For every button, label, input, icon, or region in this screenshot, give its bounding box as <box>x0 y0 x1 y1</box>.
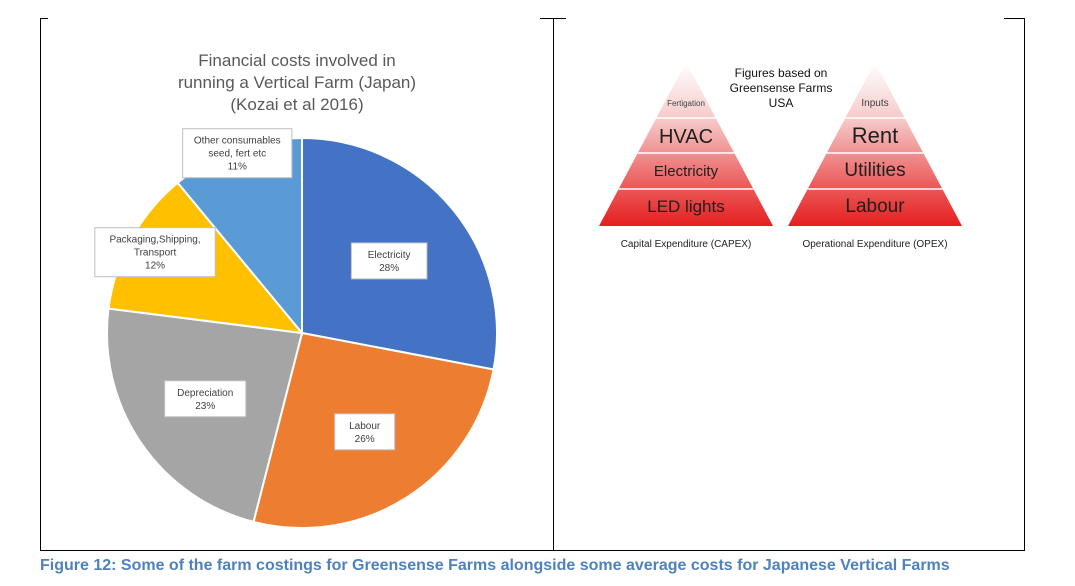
pie-title-line: Financial costs involved in <box>198 51 395 70</box>
pie-title-line: running a Vertical Farm (Japan) <box>178 73 416 92</box>
pie-chart-title: Financial costs involved in running a Ver… <box>178 51 416 114</box>
pyramid-tier-label: Labour <box>845 196 905 217</box>
pie-label-text: Packaging,Shipping, <box>109 235 200 246</box>
opex-pyramid: Inputs Rent Utilities Labour Operational Exp… <box>788 62 962 250</box>
pie-title-line: (Kozai et al 2016) <box>230 95 363 114</box>
capex-pyramid: Fertigation HVAC Electricity LED lights Capi… <box>599 62 773 250</box>
pie-label-text: 11% <box>228 162 247 173</box>
pie-label: Packaging,Shipping, Transport 12% <box>94 227 216 278</box>
figures-note-line: Greensense Farms <box>730 81 833 95</box>
pie-label: Labour 26% <box>334 413 396 451</box>
pie-label-box <box>164 380 247 418</box>
chart-canvas: Financial costs involved in running a Ver… <box>94 51 962 529</box>
pie-label-text: 23% <box>195 401 215 412</box>
pyramid-tier-label: LED lights <box>647 197 724 216</box>
pie-label-text: Depreciation <box>177 388 233 399</box>
pyramid-caption: Operational Expenditure (OPEX) <box>802 239 947 250</box>
pyramid-shape <box>788 62 962 226</box>
figures-note-line: Figures based on <box>735 66 828 80</box>
pie-label-text: Electricity <box>368 250 411 261</box>
pyramid-tier-label: Utilities <box>844 160 905 181</box>
frame-top-right-tick <box>1004 18 1025 19</box>
pie-label-text: 12% <box>145 261 165 272</box>
pie-label-text: seed, fert etc <box>208 149 266 160</box>
pie-label-box <box>182 128 293 179</box>
pie-data-labels: Electricity 28% Labour 26% Depreciation 23% Pa… <box>94 128 428 451</box>
figure-caption: Figure 12: Some of the farm costings for… <box>40 557 950 574</box>
pyramid-shape <box>599 62 773 226</box>
pie-label: Other consumables seed, fert etc 11% <box>182 128 293 179</box>
pie-label-box <box>334 413 396 451</box>
frame-bottom-line <box>40 550 1025 551</box>
frame-top-mid-tick <box>540 18 566 19</box>
frame-top-left-tick <box>40 18 48 19</box>
figures-note-line: USA <box>769 96 794 110</box>
pie-slices <box>106 136 498 529</box>
frame-divider-line <box>553 18 554 551</box>
pie-label-text: Other consumables <box>194 136 281 147</box>
pie-label-box <box>350 242 428 280</box>
frame-right-line <box>1024 18 1025 551</box>
pyramid-tier-label: Inputs <box>861 98 888 109</box>
pyramid-tier-label: Rent <box>852 123 898 148</box>
pyramid-tier-label: Fertigation <box>667 99 705 108</box>
pie-label: Electricity 28% <box>350 242 428 280</box>
pie-label-text: Transport <box>134 248 177 259</box>
pie-label-box <box>94 227 216 278</box>
pie-label-text: 28% <box>379 263 399 274</box>
pie-label-text: Labour <box>349 421 381 432</box>
pyramid-caption: Capital Expenditure (CAPEX) <box>621 239 752 250</box>
frame-left-line <box>40 18 41 551</box>
pie-label: Depreciation 23% <box>164 380 247 418</box>
pyramid-tier-label: Electricity <box>654 163 719 180</box>
pyramid-tier-label: HVAC <box>659 126 713 148</box>
pie-label-text: 26% <box>355 434 375 445</box>
